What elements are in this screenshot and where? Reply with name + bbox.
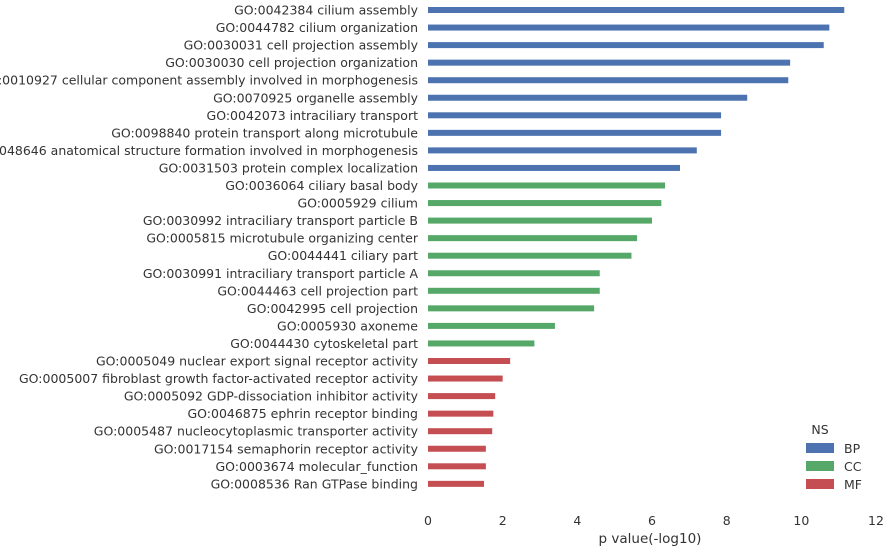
- category-label: GO:0098840 protein transport along micro…: [111, 125, 418, 140]
- category-label: GO:0005929 cilium: [297, 196, 418, 211]
- legend-label: CC: [844, 459, 862, 474]
- category-label: GO:0044441 ciliary part: [268, 248, 418, 263]
- bar: [428, 358, 511, 364]
- bar: [428, 445, 486, 452]
- x-tick-label: 4: [573, 513, 581, 528]
- bar: [428, 7, 845, 13]
- bar: [428, 287, 600, 294]
- legend: NS BP CC MF: [806, 422, 862, 492]
- legend-swatch: [806, 461, 834, 471]
- legend-label: BP: [844, 441, 861, 456]
- bar: [428, 59, 791, 66]
- category-label: GO:0044463 cell projection part: [217, 283, 418, 298]
- bar: [428, 200, 662, 207]
- category-label: GO:0005930 axoneme: [277, 318, 418, 333]
- x-tick-label: 8: [723, 513, 731, 528]
- bar: [428, 217, 652, 224]
- bar: [428, 94, 748, 101]
- x-tick-label: 12: [868, 513, 884, 528]
- bar: [428, 252, 632, 259]
- category-label: GO:0005487 nucleocytoplasmic transporter…: [94, 424, 419, 439]
- category-label: GO:0031503 protein complex localization: [159, 160, 418, 175]
- x-tick-label: 2: [499, 513, 507, 528]
- bar: [428, 182, 666, 189]
- x-tick-label: 6: [648, 513, 656, 528]
- bar: [428, 24, 830, 31]
- x-tick-label: 10: [793, 513, 809, 528]
- bar: [428, 112, 722, 119]
- category-label: GO:0008536 Ran GTPase binding: [211, 476, 418, 491]
- bar: [428, 480, 484, 487]
- category-label: GO:0042995 cell projection: [247, 301, 418, 316]
- bar: [428, 164, 680, 171]
- category-label: GO:0003674 molecular_function: [215, 459, 418, 474]
- category-label: GO:0044782 cilium organization: [216, 20, 418, 35]
- x-axis-ticks: 0 2 4 6 8 10 12: [424, 513, 884, 528]
- bar: [428, 463, 486, 470]
- x-axis-label: p value(-log10): [599, 531, 702, 547]
- category-labels: GO:0042384 cilium assembly GO:0044782 cil…: [0, 3, 419, 492]
- legend-swatch: [806, 479, 834, 489]
- category-label: GO:0005049 nuclear export signal recepto…: [96, 354, 419, 369]
- category-label: GO:0042073 intraciliary transport: [207, 108, 419, 123]
- category-label: GO:0005092 GDP-dissociation inhibitor ac…: [124, 389, 419, 404]
- category-label: GO:0030992 intraciliary transport partic…: [143, 213, 418, 228]
- category-label: GO:0017154 semaphorin receptor activity: [154, 441, 419, 456]
- bar: [428, 42, 824, 49]
- legend-swatch: [806, 443, 834, 453]
- category-label: GO:0005815 microtubule organizing center: [146, 231, 419, 246]
- legend-label: MF: [844, 477, 862, 492]
- category-label: GO:0070925 organelle assembly: [213, 90, 419, 105]
- bars-layer: [428, 7, 845, 487]
- category-label: GO:0030031 cell projection assembly: [184, 38, 419, 53]
- category-label: GO:0036064 ciliary basal body: [225, 178, 418, 193]
- category-label: GO:0030030 cell projection organization: [165, 55, 418, 70]
- category-label: GO:0046875 ephrin receptor binding: [187, 406, 418, 421]
- bar: [428, 305, 595, 312]
- category-label: GO:0044430 cytoskeletal part: [230, 336, 418, 351]
- legend-title: NS: [811, 422, 828, 437]
- category-label: GO:0042384 cilium assembly: [234, 3, 418, 18]
- x-tick-label: 0: [424, 513, 432, 528]
- bar: [428, 270, 600, 277]
- bar: [428, 129, 722, 136]
- bar: [428, 393, 496, 400]
- bar: [428, 428, 493, 435]
- bar: [428, 77, 789, 84]
- category-label: GO:0010927 cellular component assembly i…: [0, 73, 418, 88]
- bar: [428, 147, 697, 154]
- bar: [428, 322, 555, 329]
- bar: [428, 410, 494, 417]
- bar: [428, 340, 535, 347]
- bar: [428, 375, 503, 382]
- category-label: GO:0030991 intraciliary transport partic…: [143, 266, 419, 281]
- bar: [428, 235, 638, 242]
- category-label: GO:0005007 fibroblast growth factor-acti…: [19, 371, 419, 386]
- category-label: GO:0048646 anatomical structure formatio…: [0, 143, 418, 158]
